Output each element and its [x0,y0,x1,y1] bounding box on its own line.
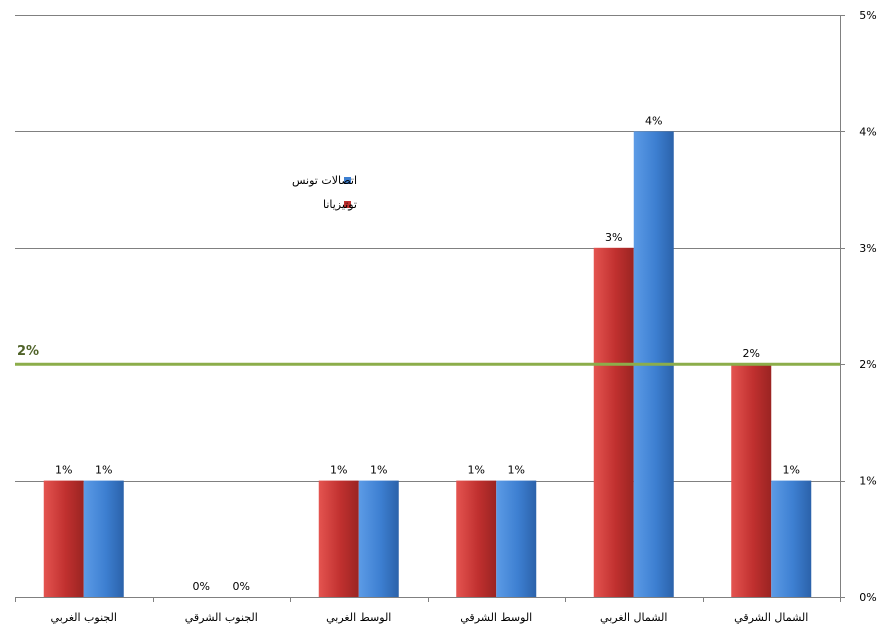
category-label: الجنوب الغربي [51,611,117,624]
bar [456,480,497,597]
data-label: 3% [605,231,622,244]
data-label: 0% [193,580,210,593]
category-label: الشمال الشرقي [734,611,808,624]
bar [43,480,84,597]
category-label: الوسط الشرقي [460,611,532,624]
bar [731,364,772,597]
y-tick-label: 4% [859,125,876,138]
data-label: 1% [55,464,72,477]
y-tick-label: 2% [859,358,876,371]
data-label: 0% [233,580,250,593]
data-label: 1% [468,464,485,477]
bar [83,480,124,597]
bar [318,480,359,597]
y-tick-label: 3% [859,242,876,255]
data-label: 2% [743,347,760,360]
bar [593,247,634,598]
data-label: 1% [508,464,525,477]
category-label: الوسط الغربي [326,611,391,624]
data-label: 1% [783,464,800,477]
reference-line-label: 2% [17,344,39,359]
y-tick-label: 0% [859,591,876,604]
bar [496,480,537,597]
legend-label: توتيزيانا [323,198,357,211]
data-label: 1% [330,464,347,477]
y-tick-label: 5% [859,9,876,22]
data-label: 1% [370,464,387,477]
bar [358,480,399,597]
legend-swatch [344,201,351,208]
category-label: الجنوب الشرقي [185,611,258,624]
legend-label: اتصالات تونس [292,174,357,187]
data-label: 1% [95,464,112,477]
data-label: 4% [645,114,662,127]
bar [771,480,812,597]
y-tick-label: 1% [859,475,876,488]
category-label: الشمال الغربي [600,611,667,624]
legend-swatch [344,177,351,184]
